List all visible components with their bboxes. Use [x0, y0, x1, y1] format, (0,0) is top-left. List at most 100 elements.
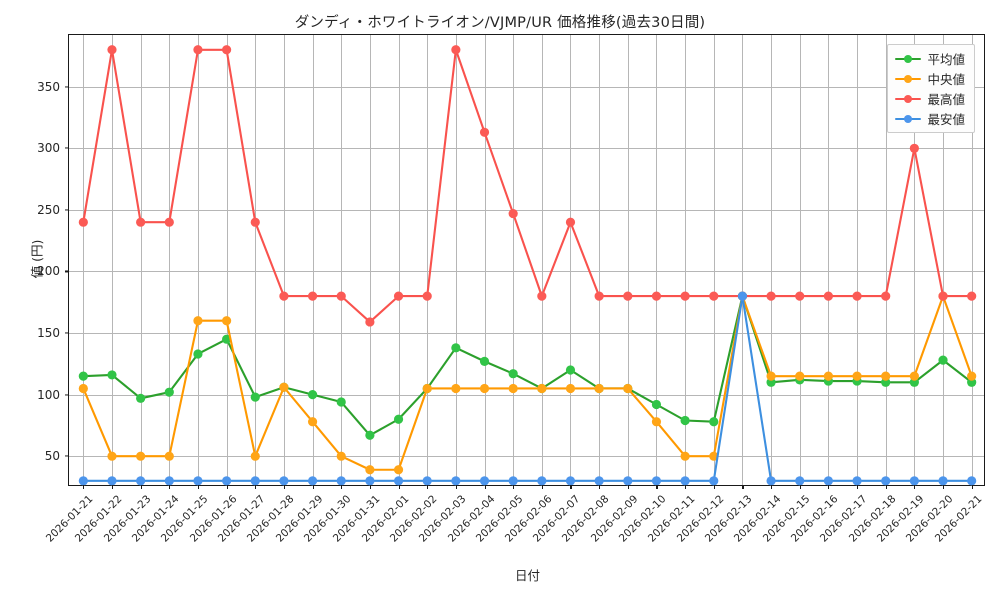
series-最高値: [78, 45, 977, 327]
grid-line-vertical: [255, 35, 257, 485]
x-tick-mark: [771, 485, 773, 489]
data-point: [623, 383, 633, 394]
x-tick-mark: [742, 485, 744, 489]
data-point: [852, 476, 862, 486]
data-point: [279, 476, 289, 486]
data-point: [967, 476, 977, 486]
x-tick-mark: [513, 485, 515, 489]
x-tick-mark: [656, 485, 658, 489]
legend-item-最高値[interactable]: 最高値: [895, 90, 965, 107]
x-tick-mark: [627, 485, 629, 489]
grid-line-vertical: [599, 35, 601, 485]
grid-line-vertical: [83, 35, 85, 485]
grid-line-vertical: [541, 35, 543, 485]
data-point: [136, 451, 146, 461]
data-point: [709, 451, 719, 461]
data-point: [938, 476, 948, 486]
legend-label: 中央値: [927, 72, 965, 87]
y-tick-label: 200: [37, 264, 60, 279]
x-tick-mark: [83, 485, 85, 489]
data-point: [709, 476, 719, 486]
data-point: [651, 399, 662, 410]
data-point: [881, 371, 891, 381]
grid-line-vertical: [283, 35, 285, 485]
data-point: [422, 383, 432, 394]
series-line: [82, 48, 973, 324]
data-point: [193, 476, 203, 486]
x-tick-mark: [857, 485, 859, 489]
data-point: [193, 45, 203, 55]
legend-swatch-icon: [895, 73, 922, 85]
x-tick-mark: [799, 485, 801, 489]
x-tick-mark: [570, 485, 572, 489]
data-point: [938, 291, 948, 301]
y-tick-label: 50: [44, 449, 60, 464]
data-point: [107, 476, 117, 486]
series-最安値: [78, 291, 977, 486]
data-point: [508, 383, 518, 394]
data-point: [78, 383, 88, 394]
data-point: [537, 476, 547, 486]
data-point: [594, 383, 604, 394]
data-point: [594, 291, 604, 301]
grid-line-vertical: [799, 35, 801, 485]
x-tick-mark: [943, 485, 945, 489]
y-tick-mark: [65, 86, 69, 88]
grid-line-vertical: [885, 35, 887, 485]
data-point: [307, 390, 318, 400]
legend-label: 最高値: [927, 92, 965, 107]
data-point: [365, 317, 375, 327]
data-point: [823, 476, 833, 486]
data-point: [336, 476, 346, 486]
legend-item-平均値[interactable]: 平均値: [895, 50, 965, 67]
grid-line-horizontal: [69, 86, 984, 88]
grid-line-vertical: [140, 35, 142, 485]
data-point: [709, 291, 719, 301]
grid-line-vertical: [771, 35, 772, 485]
data-point: [938, 355, 948, 365]
x-tick-mark: [914, 485, 916, 489]
x-tick-mark: [828, 485, 830, 489]
x-tick-mark: [111, 485, 114, 489]
grid-line-horizontal: [69, 394, 984, 396]
data-point: [422, 291, 432, 301]
data-point: [766, 476, 776, 486]
data-point: [651, 476, 662, 486]
data-point: [623, 291, 633, 301]
grid-line-vertical: [914, 35, 916, 485]
grid-layer: [69, 35, 984, 485]
y-tick-mark: [65, 270, 69, 272]
data-point: [279, 382, 289, 392]
legend-item-最安値[interactable]: 最安値: [895, 110, 965, 127]
grid-line-horizontal: [69, 333, 984, 334]
data-point: [909, 371, 919, 381]
grid-line-vertical: [484, 35, 486, 485]
data-point: [680, 451, 690, 461]
grid-line-vertical: [656, 35, 658, 485]
data-point: [393, 414, 404, 424]
legend-swatch-icon: [895, 113, 922, 125]
x-tick-mark: [341, 485, 343, 489]
y-tick-label: 100: [37, 387, 60, 402]
data-point: [136, 476, 146, 486]
x-tick-mark: [226, 485, 228, 489]
legend-item-中央値[interactable]: 中央値: [895, 70, 965, 87]
data-point: [565, 217, 576, 227]
y-tick-label: 300: [37, 141, 60, 156]
data-point: [680, 291, 690, 301]
data-point: [565, 476, 576, 486]
data-point: [250, 476, 260, 486]
grid-line-vertical: [828, 35, 830, 485]
data-point: [222, 476, 232, 486]
data-point: [193, 316, 203, 326]
data-point: [508, 476, 518, 486]
data-point: [651, 291, 662, 301]
data-point: [393, 291, 404, 301]
y-tick-mark: [65, 147, 69, 149]
grid-line-vertical: [627, 35, 629, 485]
data-point: [78, 217, 88, 227]
series-line: [82, 295, 973, 482]
data-point: [250, 217, 260, 227]
data-point: [451, 45, 461, 55]
